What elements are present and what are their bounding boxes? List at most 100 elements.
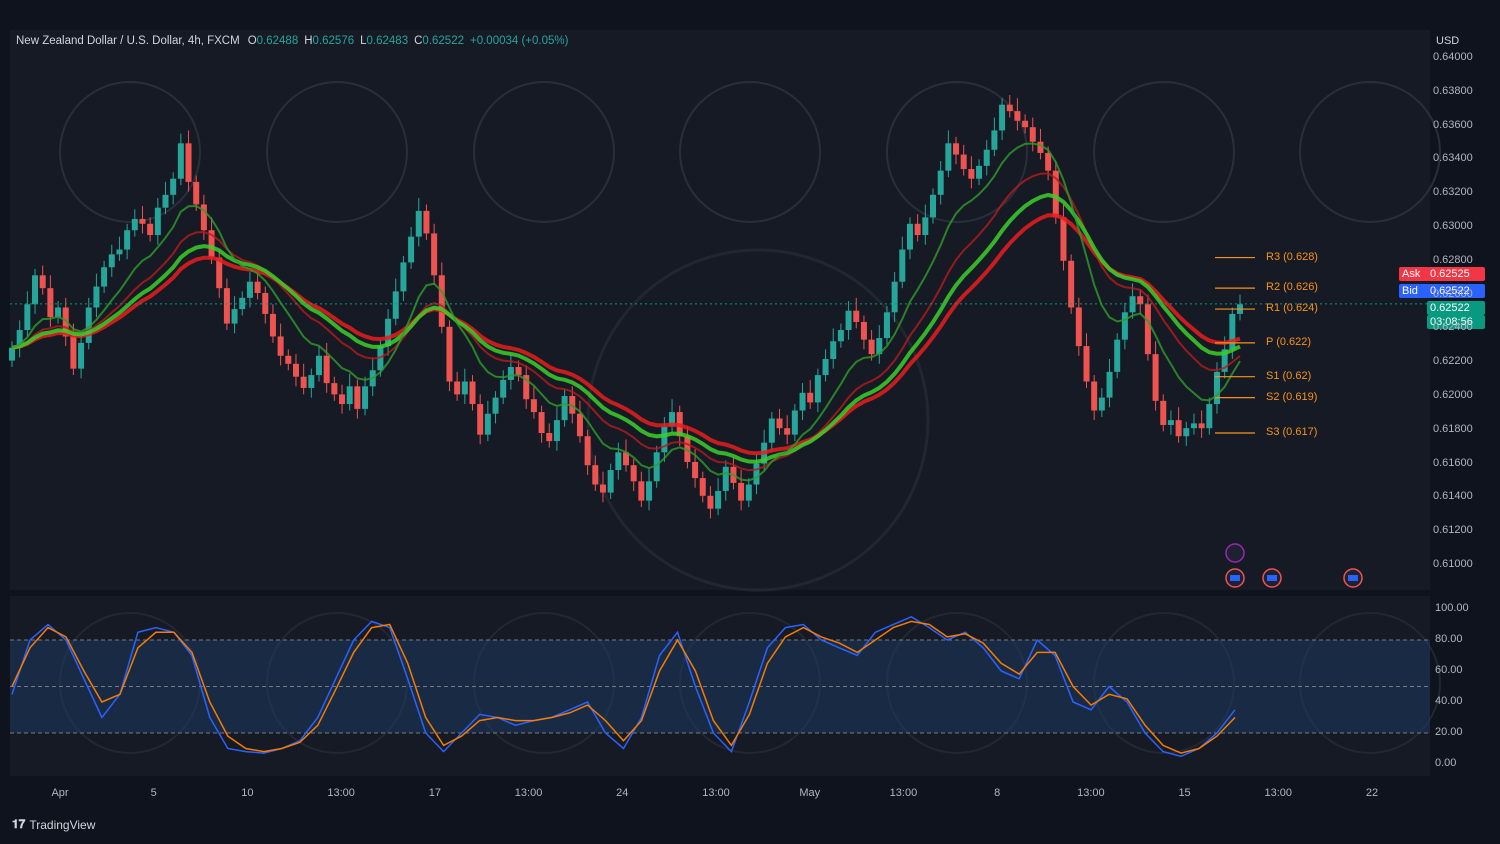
- candle-body: [1022, 120, 1029, 128]
- candle-body: [70, 336, 77, 369]
- time-axis-tick: 13:00: [889, 787, 918, 799]
- time-axis-tick: May: [799, 787, 821, 799]
- candle-body: [415, 210, 422, 237]
- candle-body: [999, 104, 1006, 131]
- candle-body: [400, 262, 407, 292]
- candle-body: [431, 233, 438, 276]
- candle-body: [523, 375, 530, 400]
- candle-body: [185, 143, 192, 182]
- bid-label: Bid: [1399, 284, 1429, 298]
- currency-label[interactable]: USD: [1436, 35, 1460, 47]
- candle-body: [47, 288, 54, 318]
- watermark-seal: [1299, 81, 1441, 223]
- candle-body: [78, 342, 85, 369]
- candle-body: [492, 397, 499, 414]
- candle-body: [1160, 400, 1167, 425]
- close-value: 0.62522: [422, 35, 464, 47]
- tradingview-logo[interactable]: 𝟏𝟕 TradingView: [12, 817, 95, 832]
- candle-body: [32, 275, 39, 305]
- pivot-level-label: R2 (0.626): [1266, 281, 1318, 294]
- ema-green-line: [11, 192, 1241, 464]
- candle-body: [477, 404, 484, 435]
- candle-body: [346, 386, 353, 405]
- price-axis-tick: 0.64000: [1433, 51, 1473, 63]
- stoch-d-line: [11, 620, 1236, 754]
- candle-body: [1190, 423, 1197, 429]
- pivot-level-label: R1 (0.624): [1266, 302, 1318, 315]
- price-axis-tick: 0.61200: [1433, 524, 1473, 537]
- candle-body: [669, 412, 676, 427]
- candle-body: [208, 230, 215, 258]
- candle-body: [692, 461, 699, 479]
- candle-body: [216, 257, 223, 289]
- candle-body: [1068, 260, 1075, 308]
- candle-body: [231, 309, 238, 324]
- candle-body: [646, 481, 653, 501]
- candle-body: [830, 341, 837, 359]
- candle-body: [1144, 304, 1151, 355]
- price-axis-tick: 0.62400: [1433, 321, 1473, 334]
- candle-body: [454, 381, 461, 395]
- us-flag-event-icon-fill: [1348, 575, 1358, 581]
- candle-body: [868, 339, 875, 355]
- candle-body: [899, 249, 906, 282]
- pivot-level-label: S3 (0.617): [1266, 426, 1318, 439]
- candle-body: [239, 297, 246, 310]
- candle-body: [738, 482, 745, 501]
- time-axis-tick: 13:00: [1264, 787, 1293, 799]
- bid-price: 0.62522: [1427, 284, 1485, 298]
- candle-body: [807, 392, 814, 403]
- pivot-level-label: S1 (0.62): [1266, 369, 1312, 382]
- candle-body: [1198, 423, 1205, 429]
- ema-red-line: [11, 213, 1241, 456]
- open-label: O: [247, 35, 257, 47]
- candle-body: [960, 154, 967, 170]
- candle-body: [331, 383, 338, 395]
- candle-body: [292, 363, 299, 377]
- time-axis-tick: 5: [150, 787, 157, 799]
- candle-body: [507, 367, 514, 380]
- candle-body: [784, 428, 791, 435]
- price-axis-tick: 0.62000: [1433, 389, 1473, 401]
- candle-body: [339, 394, 346, 405]
- candle-body: [500, 379, 507, 398]
- price-axis-tick: 0.62800: [1433, 253, 1473, 266]
- candle-body: [362, 386, 369, 409]
- candle-body: [438, 275, 445, 327]
- time-axis-tick: 15: [1178, 787, 1191, 799]
- last-price: 0.62522: [1427, 301, 1485, 315]
- candle-body: [1114, 339, 1121, 372]
- candle-body: [1052, 170, 1059, 218]
- candle-body: [223, 288, 230, 324]
- candle-body: [93, 286, 100, 308]
- watermark-seal: [266, 81, 408, 223]
- watermark-seal: [59, 81, 201, 223]
- candle-body: [930, 194, 936, 218]
- candle-body: [55, 307, 62, 318]
- candle-body: [592, 465, 599, 485]
- candle-body: [484, 413, 491, 435]
- candle-body: [116, 249, 123, 255]
- candle-body: [316, 355, 322, 376]
- price-axis-tick: 0.61600: [1433, 456, 1473, 469]
- candle-body: [814, 375, 821, 403]
- price-axis-tick: 0.61800: [1433, 422, 1473, 435]
- price-axis-tick: 0.63600: [1433, 118, 1473, 131]
- candle-body: [584, 436, 591, 466]
- close-label: C: [414, 35, 423, 47]
- symbol-title[interactable]: New Zealand Dollar / U.S. Dollar, 4h, FX…: [16, 35, 240, 47]
- lightning-event-icon: [1225, 543, 1245, 563]
- candle-body: [1206, 404, 1213, 429]
- candle-body: [822, 358, 829, 376]
- tradingview-icon: 𝟏𝟕: [12, 817, 26, 831]
- oscillator-axis-tick: 100.00: [1435, 602, 1469, 614]
- candle-body: [1029, 127, 1036, 142]
- candle-body: [62, 307, 69, 337]
- candle-body: [1083, 346, 1090, 382]
- watermark-seal: [679, 81, 821, 223]
- candle-body: [546, 433, 553, 442]
- candle-body: [653, 452, 660, 482]
- oscillator-axis-tick: 60.00: [1435, 664, 1463, 676]
- candle-body: [753, 463, 760, 485]
